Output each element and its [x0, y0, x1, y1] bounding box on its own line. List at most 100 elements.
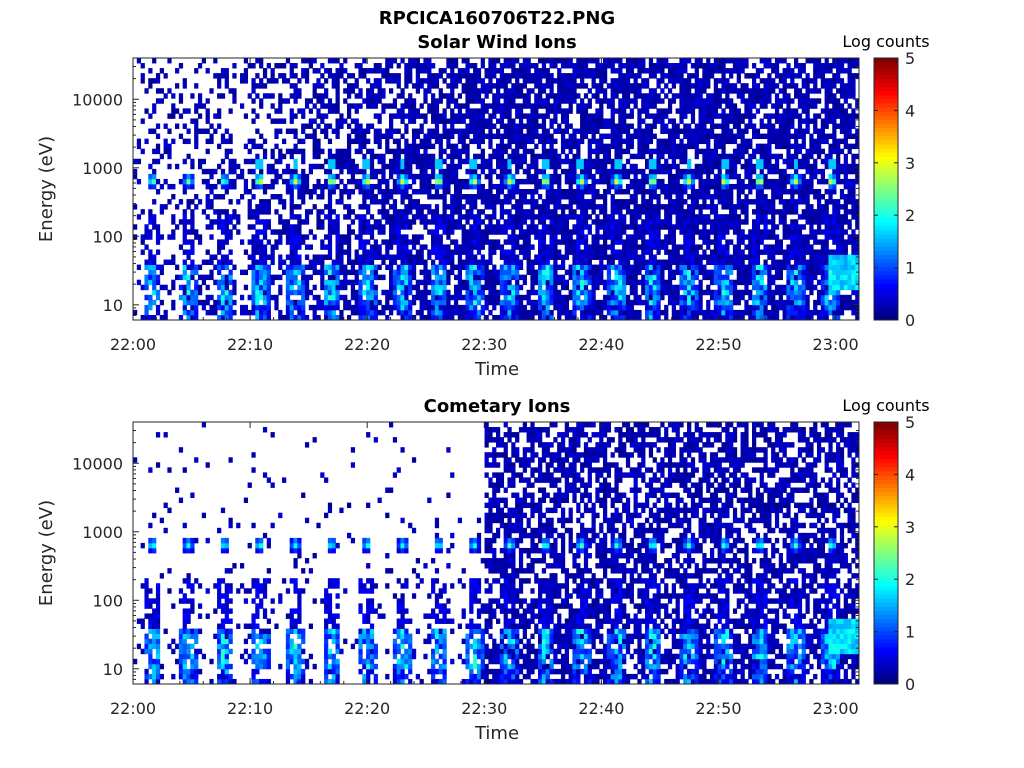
heat-cell	[702, 234, 707, 240]
heat-cell	[557, 199, 562, 205]
heat-cell	[706, 189, 711, 195]
heat-cell	[702, 88, 707, 94]
heat-cell	[526, 118, 531, 124]
heat-cell	[171, 183, 176, 190]
heat-cell	[446, 229, 451, 235]
heat-cell	[702, 153, 707, 160]
heat-cell	[687, 194, 692, 200]
heat-cell	[503, 294, 508, 301]
heat-cell	[423, 178, 428, 185]
heat-cell	[488, 214, 493, 220]
heat-cell	[251, 274, 256, 281]
heat-cell	[637, 108, 642, 114]
heat-cell	[442, 219, 447, 225]
heat-cell	[629, 83, 634, 89]
heat-cell	[671, 314, 676, 321]
heat-cell	[679, 173, 684, 180]
heat-cell	[538, 183, 543, 190]
heat-cell	[526, 128, 531, 134]
heat-cell	[461, 259, 466, 265]
heat-cell	[339, 234, 344, 240]
heat-cell	[572, 264, 577, 271]
heat-cell	[614, 58, 619, 64]
heat-cell	[190, 173, 195, 180]
heat-cell	[377, 219, 382, 225]
heat-cell	[507, 78, 512, 84]
heat-cell	[656, 274, 661, 281]
heat-cell	[152, 279, 157, 286]
heat-cell	[434, 214, 440, 220]
heat-cell	[369, 199, 375, 205]
heat-cell	[297, 279, 302, 286]
heat-cell	[228, 304, 233, 311]
heat-cell	[232, 73, 237, 79]
heat-cell	[706, 239, 711, 245]
heat-cell	[358, 133, 363, 140]
heat-cell	[591, 264, 596, 271]
heat-cell	[633, 269, 638, 276]
heat-cell	[560, 294, 566, 301]
heat-cell	[453, 98, 459, 104]
heat-cell	[327, 224, 333, 230]
heat-cell	[625, 264, 631, 271]
heat-cell	[648, 178, 654, 185]
heat-cell	[312, 254, 317, 260]
heat-cell	[427, 63, 432, 69]
heat-cell	[534, 63, 539, 69]
heat-cell	[664, 108, 669, 114]
heat-cell	[618, 294, 623, 301]
heat-cell	[415, 153, 420, 160]
heat-cell	[385, 103, 390, 109]
heat-cell	[339, 309, 344, 316]
heat-cell	[515, 189, 520, 195]
heat-cell	[282, 168, 287, 175]
heat-cell	[392, 103, 398, 109]
heat-cell	[304, 234, 310, 240]
heat-cell	[488, 118, 493, 124]
heat-cell	[702, 289, 707, 296]
heat-cell	[285, 264, 291, 271]
heat-cell	[622, 224, 627, 230]
heat-cell	[690, 224, 696, 230]
heat-cell	[568, 73, 573, 79]
heat-cell	[560, 98, 566, 104]
heat-cell	[205, 108, 210, 114]
heat-cell	[602, 178, 608, 185]
heat-cell	[392, 98, 398, 104]
heat-cell	[339, 199, 344, 205]
heat-cell	[251, 239, 256, 245]
heat-cell	[560, 259, 566, 265]
heat-cell	[625, 269, 631, 276]
heat-cell	[633, 98, 638, 104]
heat-cell	[289, 194, 294, 200]
heat-cell	[545, 274, 550, 281]
heat-cell	[648, 284, 654, 291]
heat-cell	[599, 143, 604, 150]
heat-cell	[224, 254, 229, 260]
heat-cell	[595, 194, 600, 200]
heat-cell	[350, 264, 356, 271]
heat-cell	[706, 299, 711, 306]
heat-cell	[400, 133, 405, 140]
heat-cell	[278, 284, 283, 291]
heat-cell	[564, 168, 569, 175]
heat-cell	[228, 299, 233, 306]
heat-cell	[278, 274, 283, 281]
heat-cell	[648, 254, 654, 260]
heat-cell	[339, 254, 344, 260]
heat-cell	[515, 163, 520, 170]
heat-cell	[683, 108, 688, 114]
heat-cell	[178, 294, 184, 301]
heat-cell	[679, 118, 684, 124]
heat-cell	[396, 264, 401, 271]
heat-cell	[251, 98, 256, 104]
heat-cell	[614, 264, 619, 271]
heat-cell	[602, 224, 608, 230]
heat-cell	[408, 194, 413, 200]
heat-cell	[442, 294, 447, 301]
heat-cell	[667, 229, 673, 235]
heat-cell	[316, 304, 321, 311]
heat-cell	[595, 128, 600, 134]
heat-cell	[450, 209, 455, 215]
heat-cell	[400, 173, 405, 180]
